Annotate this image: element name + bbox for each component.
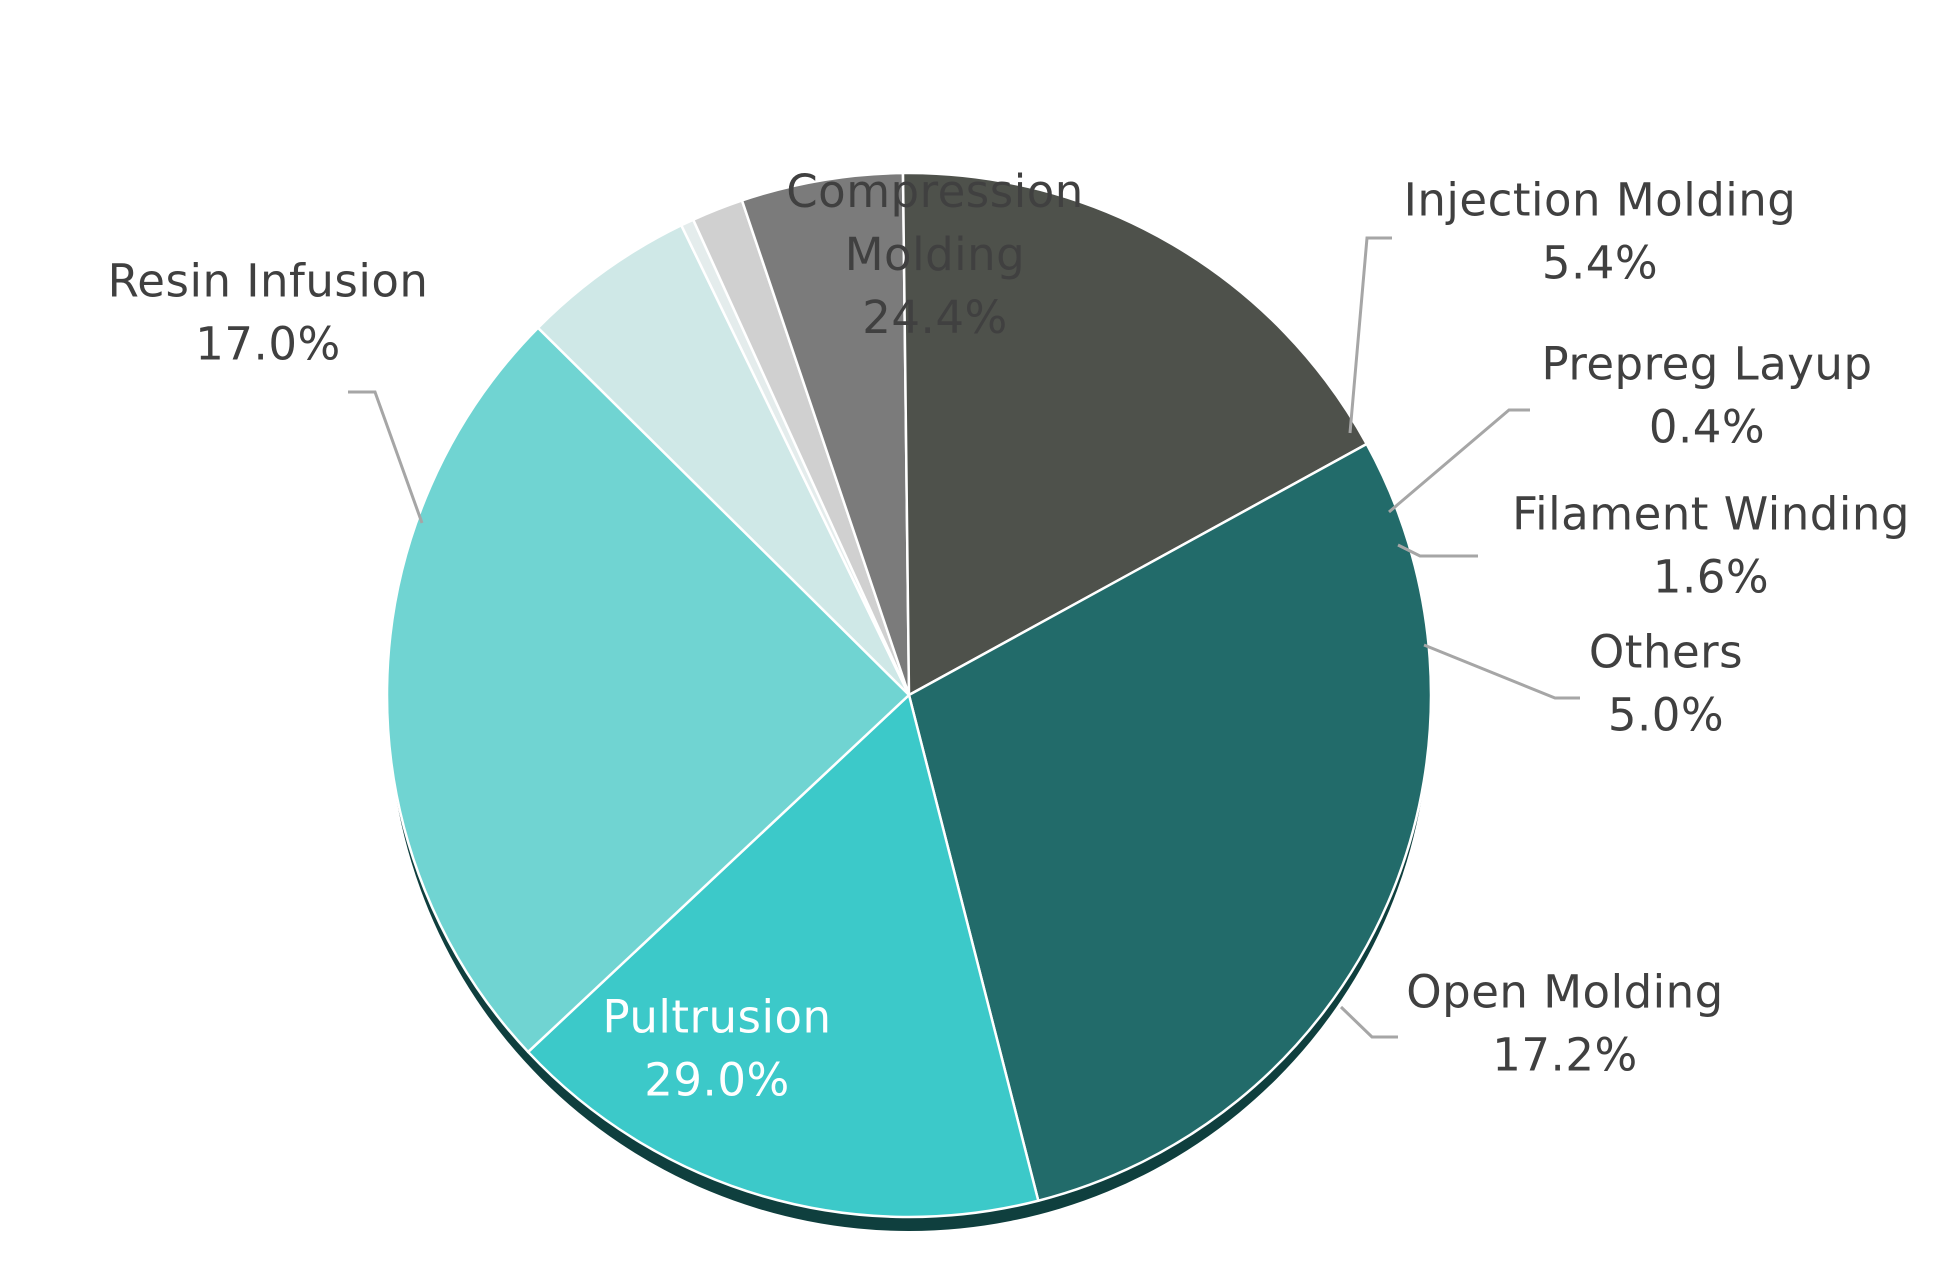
slice-label: Injection Molding 5.4% bbox=[1404, 174, 1797, 290]
slice-label-value: 5.0% bbox=[1608, 689, 1724, 742]
pie-slice-compression-molding bbox=[385, 326, 911, 1054]
slice-label-name: Filament Winding bbox=[1512, 488, 1910, 541]
slice-label-value: 17.2% bbox=[1492, 1029, 1637, 1082]
slice-label-name: Resin Infusion bbox=[108, 255, 429, 308]
slice-label: Others 5.0% bbox=[1589, 626, 1743, 742]
slice-label-name: Compression bbox=[786, 165, 1084, 218]
leader-line bbox=[348, 390, 424, 524]
leader-line bbox=[1423, 643, 1580, 700]
leader-line bbox=[1339, 1005, 1398, 1039]
leader-line bbox=[1348, 236, 1392, 434]
slice-label: Pultrusion 29.0% bbox=[602, 991, 831, 1107]
slice-labels: Injection Molding 5.4% Prepreg Layup 0.4% Fi… bbox=[108, 165, 1910, 1107]
slice-label-name: Pultrusion bbox=[602, 991, 831, 1044]
slice-label-value: 17.0% bbox=[195, 318, 340, 371]
pie-slice-pultrusion bbox=[907, 442, 1433, 1202]
slice-label: Filament Winding 1.6% bbox=[1512, 488, 1910, 604]
slice-label-value: 5.4% bbox=[1542, 237, 1658, 290]
leader-lines bbox=[348, 236, 1580, 1039]
slice-label: Compression Molding 24.4% bbox=[786, 165, 1084, 344]
slice-label-value: 0.4% bbox=[1649, 401, 1765, 454]
slice-label-name: Others bbox=[1589, 626, 1743, 679]
leader-line bbox=[1397, 543, 1478, 558]
pie-slices bbox=[385, 171, 1433, 1219]
slice-label-name: Open Molding bbox=[1406, 966, 1724, 1019]
pie-slice-injection-molding bbox=[536, 224, 911, 697]
slice-label-name: Injection Molding bbox=[1404, 174, 1797, 227]
slice-label: Resin Infusion 17.0% bbox=[108, 255, 429, 371]
slice-label-value: 1.6% bbox=[1653, 551, 1769, 604]
slice-label-name: Molding bbox=[845, 228, 1026, 281]
slice-label: Prepreg Layup 0.4% bbox=[1541, 338, 1872, 454]
slice-label-value: 24.4% bbox=[862, 291, 1007, 344]
slice-label-value: 29.0% bbox=[644, 1054, 789, 1107]
pie-slice-open-molding bbox=[901, 171, 1368, 697]
slice-label-name: Prepreg Layup bbox=[1541, 338, 1872, 391]
leader-line bbox=[1388, 408, 1530, 514]
pie-slice-resin-infusion bbox=[526, 693, 1040, 1219]
pie-slice-others bbox=[740, 171, 911, 697]
slice-label: Open Molding 17.2% bbox=[1406, 966, 1724, 1082]
